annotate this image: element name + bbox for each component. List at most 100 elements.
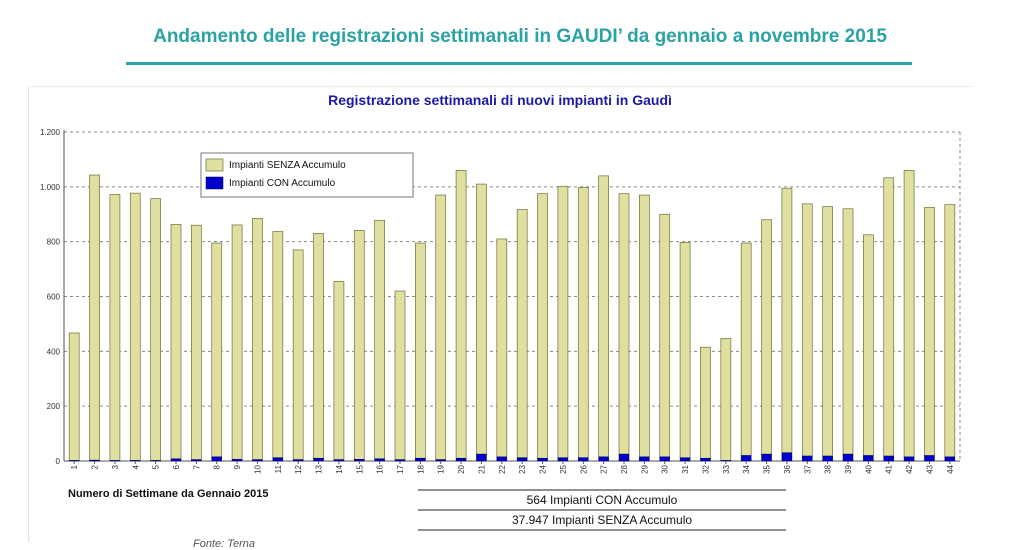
x-tick-label: 44 bbox=[946, 464, 955, 473]
bar-con-accumulo bbox=[211, 456, 222, 462]
x-tick-label: 19 bbox=[437, 464, 446, 473]
x-tick-label: 42 bbox=[905, 464, 914, 473]
x-tick-label: 36 bbox=[783, 464, 792, 473]
x-tick-label: 15 bbox=[355, 464, 364, 473]
bar-con-accumulo bbox=[496, 456, 508, 462]
x-tick-label: 4 bbox=[131, 464, 140, 469]
bar-senza-accumulo bbox=[455, 170, 467, 459]
y-tick-label: 800 bbox=[47, 238, 61, 247]
legend-box bbox=[200, 152, 414, 198]
x-tick-label: 9 bbox=[233, 464, 242, 469]
bar-senza-accumulo bbox=[720, 338, 732, 461]
x-tick-label: 35 bbox=[763, 464, 772, 473]
bar-senza-accumulo bbox=[924, 207, 935, 456]
bar-senza-accumulo bbox=[618, 193, 630, 455]
bar-senza-accumulo bbox=[537, 193, 548, 459]
bar-senza-accumulo bbox=[272, 231, 284, 459]
bar-con-accumulo bbox=[781, 452, 793, 462]
x-tick-label: 43 bbox=[925, 464, 934, 473]
bar-senza-accumulo bbox=[292, 249, 304, 460]
x-tick-label: 26 bbox=[579, 464, 588, 473]
bar-senza-accumulo bbox=[740, 242, 752, 456]
bar-senza-accumulo bbox=[883, 177, 895, 457]
x-tick-label: 17 bbox=[396, 464, 405, 473]
bar-con-accumulo bbox=[557, 457, 569, 462]
x-tick-label: 7 bbox=[192, 464, 201, 469]
bar-senza-accumulo bbox=[679, 242, 691, 459]
legend-label-con: Impianti CON Accumulo bbox=[229, 178, 336, 189]
bar-senza-accumulo bbox=[639, 194, 650, 458]
x-tick-label: 12 bbox=[294, 464, 303, 473]
bar-senza-accumulo bbox=[191, 224, 202, 460]
bar-senza-accumulo bbox=[211, 242, 223, 458]
bar-senza-accumulo bbox=[801, 203, 813, 457]
chart-frame bbox=[28, 86, 973, 542]
bar-con-accumulo bbox=[578, 457, 589, 462]
bar-senza-accumulo bbox=[557, 185, 569, 459]
bar-senza-accumulo bbox=[598, 175, 609, 458]
bar-senza-accumulo bbox=[496, 238, 508, 458]
bar-con-accumulo bbox=[476, 453, 487, 462]
x-tick-label: 2 bbox=[91, 464, 100, 469]
bar-senza-accumulo bbox=[353, 230, 365, 460]
x-tick-label: 13 bbox=[315, 464, 324, 473]
bar-senza-accumulo bbox=[129, 192, 141, 461]
bar-senza-accumulo bbox=[781, 187, 793, 454]
bar-con-accumulo bbox=[740, 455, 752, 462]
x-tick-label: 27 bbox=[600, 464, 609, 473]
bar-con-accumulo bbox=[842, 453, 854, 462]
x-tick-label: 31 bbox=[681, 464, 690, 473]
bar-con-accumulo bbox=[924, 455, 935, 462]
x-tick-label: 20 bbox=[457, 464, 466, 473]
bar-con-accumulo bbox=[68, 460, 80, 462]
bar-con-accumulo bbox=[415, 458, 426, 462]
bar-con-accumulo bbox=[89, 459, 100, 462]
bar-con-accumulo bbox=[313, 458, 324, 462]
bar-senza-accumulo bbox=[659, 213, 671, 458]
bar-senza-accumulo bbox=[577, 187, 589, 459]
summary-senza-accumulo: 37.947 Impianti SENZA Accumulo bbox=[512, 513, 692, 527]
bar-con-accumulo bbox=[679, 457, 691, 462]
bar-con-accumulo bbox=[822, 455, 833, 462]
y-tick-label: 0 bbox=[56, 457, 61, 466]
legend-swatch-senza bbox=[205, 158, 224, 172]
bar-con-accumulo bbox=[903, 456, 915, 462]
bar-con-accumulo bbox=[618, 453, 630, 462]
bar-senza-accumulo bbox=[516, 209, 528, 459]
bar-con-accumulo bbox=[516, 457, 528, 462]
bar-senza-accumulo bbox=[842, 208, 854, 455]
bar-senza-accumulo bbox=[313, 233, 324, 459]
bar-senza-accumulo bbox=[700, 346, 711, 459]
x-tick-label: 3 bbox=[111, 464, 120, 469]
x-tick-label: 6 bbox=[172, 464, 181, 469]
bar-senza-accumulo bbox=[150, 198, 161, 461]
bar-senza-accumulo bbox=[863, 234, 874, 456]
x-tick-label: 39 bbox=[844, 464, 853, 473]
bar-con-accumulo bbox=[455, 458, 467, 462]
x-tick-label: 21 bbox=[477, 464, 486, 473]
bar-con-accumulo bbox=[537, 458, 548, 462]
bar-con-accumulo bbox=[639, 456, 650, 462]
bar-senza-accumulo bbox=[903, 170, 915, 458]
x-tick-label: 18 bbox=[416, 464, 425, 473]
bar-senza-accumulo bbox=[333, 281, 345, 460]
bar-con-accumulo bbox=[802, 455, 813, 462]
x-tick-label: 11 bbox=[274, 464, 283, 473]
x-tick-label: 40 bbox=[864, 464, 873, 473]
bar-con-accumulo bbox=[598, 456, 609, 462]
x-tick-label: 5 bbox=[152, 464, 161, 469]
bar-senza-accumulo bbox=[68, 332, 80, 461]
x-tick-label: 37 bbox=[803, 464, 812, 473]
bar-con-accumulo bbox=[354, 459, 365, 462]
bar-senza-accumulo bbox=[415, 242, 426, 459]
x-tick-label: 32 bbox=[701, 464, 710, 473]
bar-senza-accumulo bbox=[89, 174, 100, 461]
legend-label-senza: Impianti SENZA Accumulo bbox=[229, 160, 346, 171]
x-tick-label: 1 bbox=[70, 464, 79, 469]
bar-senza-accumulo bbox=[109, 194, 121, 461]
x-tick-label: 8 bbox=[213, 464, 222, 469]
x-tick-label: 30 bbox=[661, 464, 670, 473]
bar-senza-accumulo bbox=[761, 219, 772, 455]
bar-con-accumulo bbox=[333, 459, 345, 462]
